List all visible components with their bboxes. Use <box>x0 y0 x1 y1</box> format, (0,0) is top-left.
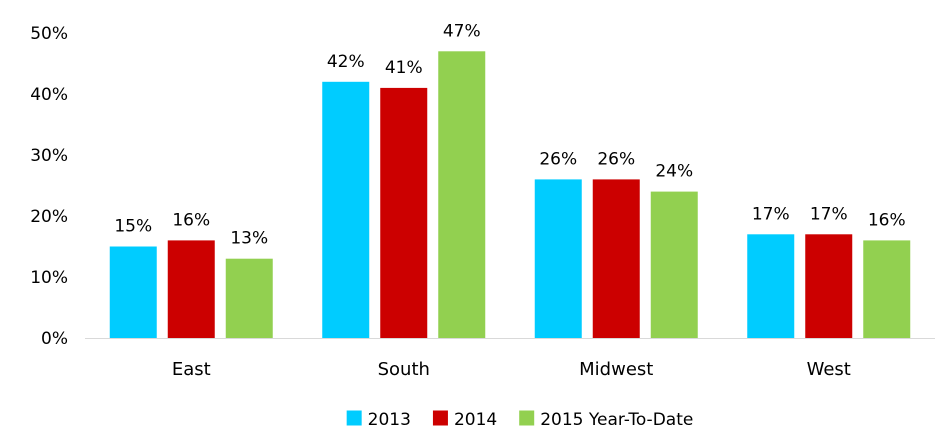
y-tick-label: 20% <box>30 207 68 227</box>
x-category-label: East <box>172 359 211 380</box>
bar-east-1 <box>109 246 157 338</box>
legend-label: 2013 <box>368 410 411 430</box>
legend-swatch <box>346 410 362 426</box>
x-category-label: West <box>807 359 851 380</box>
y-tick-label: 40% <box>30 85 68 105</box>
bar-south-3 <box>438 51 486 339</box>
legend-label: 2015 Year-To-Date <box>540 410 693 430</box>
data-label: 41% <box>385 58 423 78</box>
bar-west-3 <box>863 240 911 338</box>
data-label: 16% <box>868 210 906 230</box>
bar-west-2 <box>805 234 853 338</box>
bar-midwest-1 <box>534 179 582 338</box>
data-label: 15% <box>114 217 152 237</box>
legend-swatch <box>519 410 535 426</box>
legend-label: 2014 <box>454 410 497 430</box>
legend: 2013 2014 2015 Year-To-Date <box>346 410 693 430</box>
data-label: 47% <box>443 21 481 41</box>
data-label: 13% <box>230 229 268 249</box>
bar-midwest-3 <box>650 191 698 338</box>
bar-south-1 <box>322 81 370 339</box>
y-tick-label: 30% <box>30 146 68 166</box>
bar-midwest-2 <box>592 179 640 338</box>
x-category-label: South <box>378 359 430 380</box>
y-tick-label: 50% <box>30 24 68 44</box>
y-tick-label: 10% <box>30 268 68 288</box>
bar-east-2 <box>167 240 215 338</box>
data-label: 17% <box>810 204 848 224</box>
x-category-label: Midwest <box>579 359 653 380</box>
data-label: 17% <box>752 204 790 224</box>
data-labels: 15% 16% 13% 42% 41% 47% 26% 26% 24% 17% 17% 16% <box>114 21 905 248</box>
data-label: 24% <box>655 162 693 182</box>
bar-west-1 <box>747 234 795 338</box>
legend-swatch <box>432 410 448 426</box>
bar-south-2 <box>380 87 428 339</box>
y-tick-label: 0% <box>41 329 68 349</box>
data-label: 26% <box>539 149 577 169</box>
data-label: 16% <box>172 210 210 230</box>
bar-east-3 <box>225 258 273 338</box>
y-axis: 0% 10% 20% 30% 40% 50% <box>30 24 68 349</box>
bars <box>109 51 911 339</box>
data-label: 26% <box>597 149 635 169</box>
data-label: 42% <box>327 52 365 72</box>
x-axis: East South Midwest West <box>172 359 851 380</box>
